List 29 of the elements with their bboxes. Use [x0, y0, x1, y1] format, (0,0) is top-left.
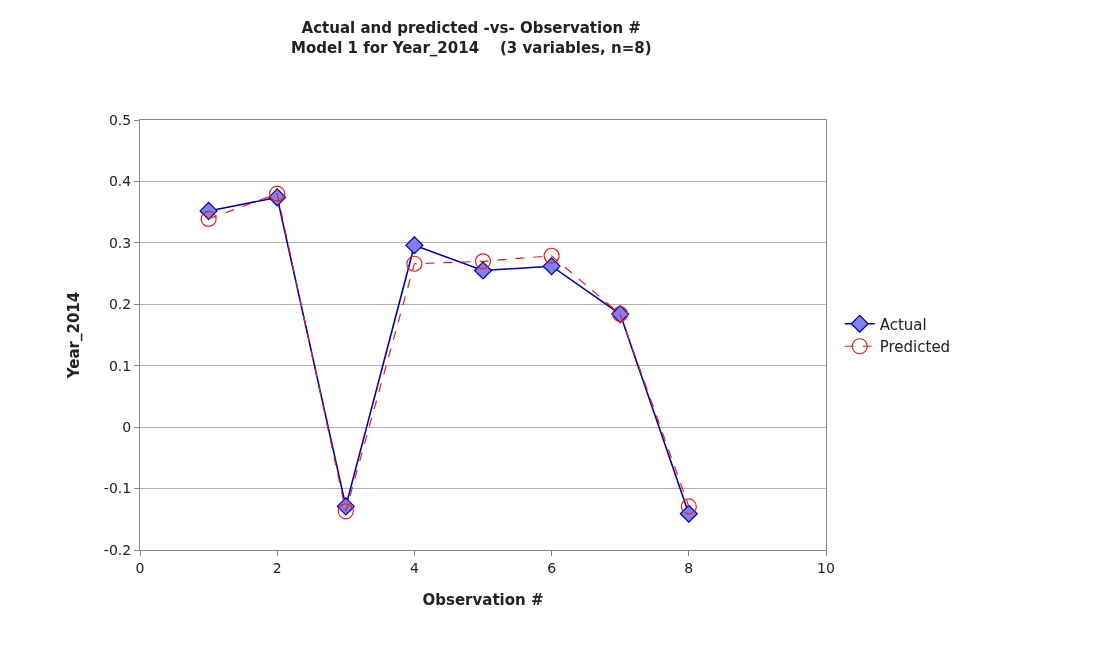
x-tick-label: 2	[272, 559, 282, 576]
point	[543, 247, 560, 264]
legend-label: Actual	[879, 315, 927, 334]
y-tick-label: -0.1	[103, 480, 132, 497]
x-tick-label: 10	[817, 559, 835, 576]
point	[474, 253, 492, 270]
point	[406, 255, 423, 272]
y-tick-label: 0.2	[108, 296, 132, 313]
point	[269, 185, 286, 202]
y-tick-label: 0	[122, 419, 132, 436]
point	[337, 503, 354, 520]
chart-title: Actual and predicted -vs- Observation #	[301, 19, 641, 37]
y-tick-label: -0.2	[103, 541, 132, 558]
x-axis-title: Observation #	[422, 591, 544, 609]
y-axis-title: Year_2014	[65, 291, 84, 380]
x-tick-label: 4	[409, 559, 419, 576]
point	[200, 210, 217, 227]
chart-subtitle: Model 1 for Year_2014 (3 variables, n=8)	[291, 38, 652, 57]
point	[542, 257, 561, 276]
x-tick-label: 0	[135, 559, 145, 576]
y-tick-label: 0.4	[108, 173, 132, 190]
y-tick-label: 0.3	[108, 234, 132, 251]
y-tick-label: 0.5	[108, 111, 132, 128]
point	[680, 498, 697, 515]
point	[405, 236, 424, 255]
x-tick-label: 8	[684, 559, 694, 576]
legend-label: Predicted	[879, 338, 951, 357]
x-tick-label: 6	[547, 559, 557, 576]
y-tick-label: 0.1	[108, 357, 132, 374]
